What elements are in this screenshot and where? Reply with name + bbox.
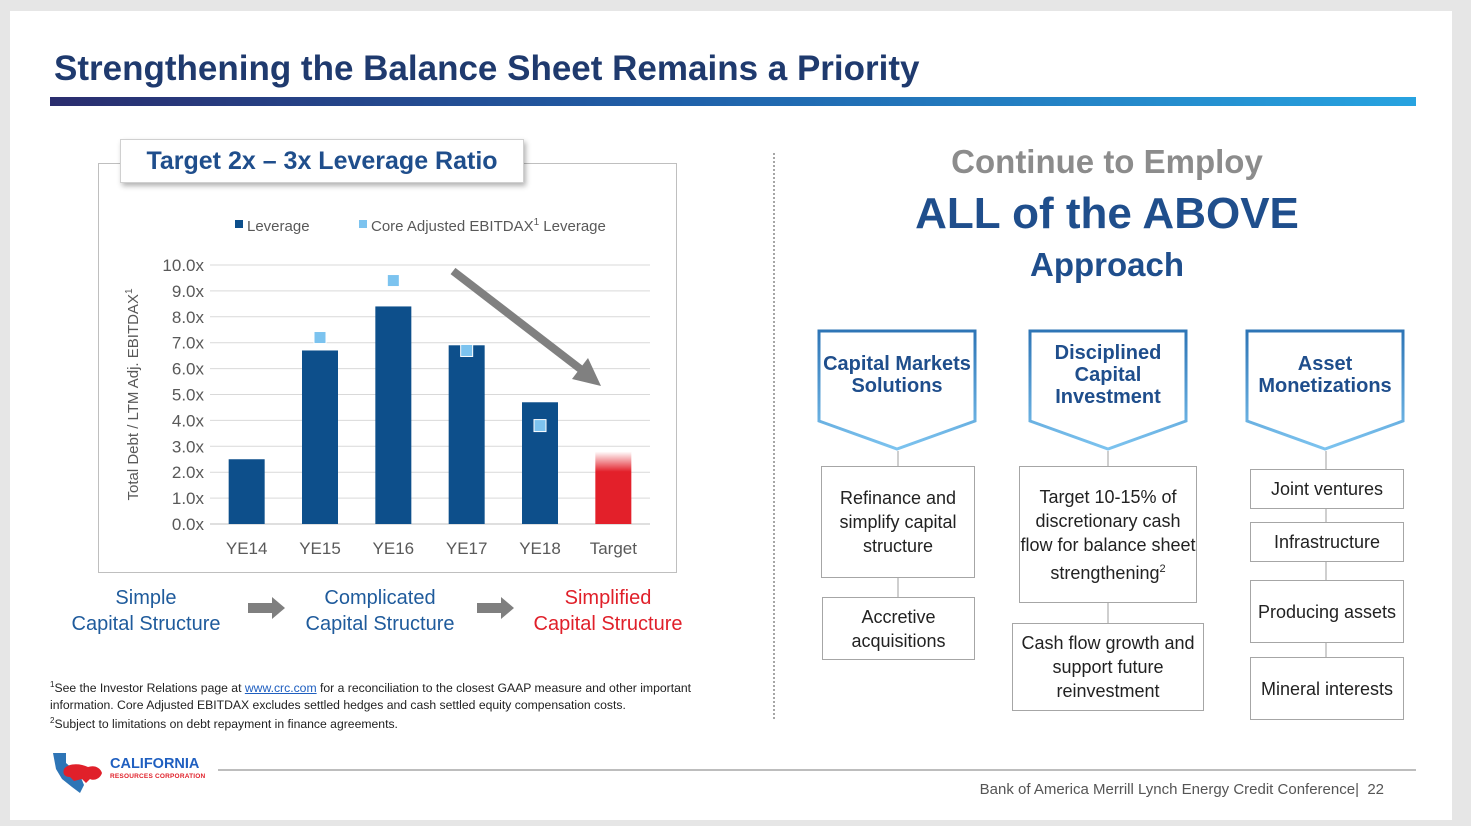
chevron-asset-monetizations: Asset Monetizations — [1245, 329, 1405, 451]
connector-line — [1325, 643, 1327, 657]
box-target-cashflow-label: Target 10-15% of discretionary cash flow… — [1020, 486, 1196, 583]
legend-swatch-leverage — [235, 220, 243, 228]
flow-complicated: Complicated Capital Structure — [280, 585, 480, 637]
connector-line — [1107, 603, 1109, 624]
box-target-cashflow: Target 10-15% of discretionary cash flow… — [1019, 466, 1197, 603]
footnote-2-text: Subject to limitations on debt repayment… — [54, 717, 398, 732]
y-tick-label: 9.0x — [172, 282, 205, 301]
y-tick-label: 5.0x — [172, 386, 205, 405]
bar-leverage — [375, 306, 412, 524]
footnote-2-marker: 2 — [50, 716, 55, 726]
footnote-1-marker: 1 — [50, 680, 55, 689]
flow-simple-line2: Capital Structure — [71, 613, 221, 635]
section-divider — [773, 153, 775, 719]
trend-arrow-head — [572, 358, 601, 386]
legend-label-leverage: Leverage — [247, 218, 310, 235]
chevron-label: Asset Monetizations — [1258, 353, 1392, 397]
chevron-label: Capital Markets Solutions — [823, 353, 971, 397]
flow-arrow-icon — [477, 597, 514, 619]
footer-separator: | — [1355, 781, 1368, 798]
y-tick-label: 7.0x — [172, 334, 205, 353]
flow-simple: Simple Capital Structure — [46, 585, 246, 637]
chevron-shape — [1028, 329, 1188, 451]
flow-simplified-line1: Simplified — [564, 587, 652, 609]
marker-core-leverage — [313, 331, 327, 345]
y-tick-label: 6.0x — [172, 360, 205, 379]
connector-line — [897, 578, 899, 597]
footnote-2: 2Subject to limitations on debt repaymen… — [50, 713, 750, 733]
footnote-1: 1See the Investor Relations page at www.… — [50, 677, 750, 713]
connector-line — [897, 451, 899, 467]
footnote-1-post: for a reconciliation to the closest GAAP… — [50, 681, 692, 712]
footer-rule — [218, 769, 1416, 771]
approach-line1: Continue to Employ — [951, 143, 1263, 180]
footnote-2-marker: 2 — [1159, 562, 1166, 575]
crc-website-link[interactable]: www.crc.com — [244, 681, 317, 696]
flow-complicated-line1: Complicated — [324, 587, 436, 609]
y-tick-label: 1.0x — [172, 489, 205, 508]
logo-name: CALIFORNIA — [110, 756, 200, 772]
box-refinance: Refinance and simplify capital structure — [821, 466, 975, 578]
california-resources-logo-icon — [53, 753, 102, 793]
box-acquisitions: Accretive acquisitions — [822, 597, 975, 660]
chevron-disciplined-capital: Disciplined Capital Investment — [1028, 329, 1188, 451]
y-tick-label: 8.0x — [172, 308, 205, 327]
legend-swatch-core-leverage — [359, 220, 367, 228]
flow-simple-line1: Simple — [115, 587, 177, 609]
approach-line3: Approach — [1029, 246, 1185, 283]
x-tick-label: YE14 — [226, 539, 268, 558]
chart-title-tab: Target 2x – 3x Leverage Ratio — [120, 139, 524, 183]
marker-core-leverage — [460, 343, 474, 357]
footer: Bank of America Merrill Lynch Energy Cre… — [980, 781, 1384, 798]
flow-simplified: Simplified Capital Structure — [508, 585, 708, 637]
page-number: 22 — [1367, 781, 1384, 798]
y-tick-label: 0.0x — [172, 515, 205, 534]
connector-line — [1325, 562, 1327, 581]
connector-line — [1325, 451, 1327, 469]
marker-core-leverage — [386, 274, 400, 288]
bar-leverage — [228, 459, 265, 524]
x-tick-label: YE15 — [299, 539, 341, 558]
footnotes: 1See the Investor Relations page at www.… — [50, 677, 750, 733]
title-underline — [50, 97, 1416, 106]
bar-target — [595, 451, 632, 524]
page-title: Strengthening the Balance Sheet Remains … — [54, 49, 920, 88]
box-producing-assets: Producing assets — [1250, 580, 1404, 643]
y-axis-label: Total Debt / LTM Adj. EBITDAX1 — [124, 288, 142, 500]
bar-leverage — [302, 350, 338, 524]
box-cashflow-growth: Cash flow growth and support future rein… — [1012, 623, 1204, 711]
marker-core-leverage — [533, 419, 547, 433]
leverage-chart: 0.0x 1.0x 2.0x 3.0x 4.0x 5.0x 6.0x 7.0x 8.0x 9.0x… — [124, 217, 650, 558]
logo-subtitle: RESOURCES CORPORATION — [110, 773, 206, 780]
trend-arrow-shaft — [450, 267, 586, 375]
box-target-cashflow-text: Target 10-15% of discretionary cash flow… — [1020, 485, 1196, 585]
x-tick-label: Target — [590, 539, 638, 558]
footnote-1-pre: See the Investor Relations page at — [54, 681, 245, 696]
flow-arrow-icon — [248, 597, 285, 619]
y-tick-label: 3.0x — [172, 437, 205, 456]
slide: Strengthening the Balance Sheet Remains … — [10, 11, 1452, 820]
footer-conference: Bank of America Merrill Lynch Energy Cre… — [979, 781, 1356, 798]
approach-line2: ALL of the ABOVE — [915, 189, 1299, 238]
x-tick-label: YE16 — [373, 539, 415, 558]
x-tick-label: YE18 — [519, 539, 561, 558]
flow-complicated-line2: Capital Structure — [305, 613, 455, 635]
legend-label-core-leverage: Core Adjusted EBITDAX1 Leverage — [371, 217, 606, 235]
y-tick-label: 10.0x — [162, 256, 204, 275]
chevron-label: Disciplined Capital Investment — [1054, 342, 1162, 408]
chevron-shape — [817, 329, 977, 451]
connector-line — [1107, 451, 1109, 467]
flow-simplified-line2: Capital Structure — [533, 613, 683, 635]
chevron-shape — [1245, 329, 1405, 451]
box-mineral-interests: Mineral interests — [1250, 657, 1404, 720]
bar-leverage — [448, 345, 485, 524]
box-infrastructure: Infrastructure — [1250, 522, 1404, 562]
y-tick-label: 2.0x — [172, 463, 205, 482]
x-tick-label: YE17 — [446, 539, 488, 558]
y-tick-label: 4.0x — [172, 411, 205, 430]
box-joint-ventures: Joint ventures — [1250, 469, 1404, 509]
connector-line — [1325, 509, 1327, 523]
chevron-capital-markets: Capital Markets Solutions — [817, 329, 977, 451]
